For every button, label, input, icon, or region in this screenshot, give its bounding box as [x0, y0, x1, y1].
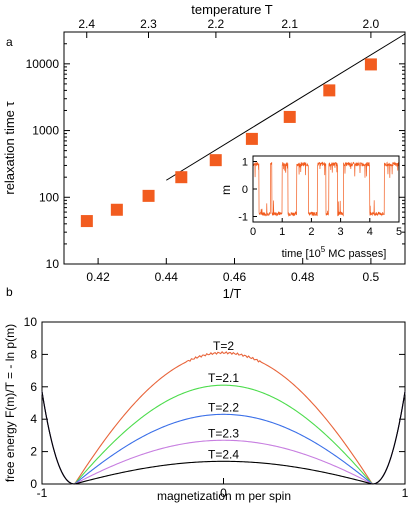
inset-x-tick-label: 0	[250, 226, 256, 238]
data-point	[142, 189, 155, 202]
top-tick-label: 2.2	[208, 17, 225, 31]
top-tick-label: 2.3	[140, 17, 157, 31]
panel-b-y-axis-label: free energy F(m)/T = - ln p(m)	[3, 324, 17, 482]
y-tick-label: 2	[30, 445, 37, 459]
inset-y-tick-label: -1	[238, 212, 248, 224]
panel-a-points	[80, 58, 377, 228]
inset-y-axis-label: m	[219, 185, 233, 195]
inset-y-tick-label: 0	[242, 184, 248, 196]
y-tick-label: 10	[46, 257, 60, 271]
x-tick-label: 0.46	[223, 270, 247, 284]
curve-label: T=2.3	[208, 426, 239, 440]
data-point	[364, 58, 377, 71]
curve	[41, 351, 406, 485]
top-tick-label: 2.1	[281, 17, 298, 31]
fit-line	[166, 33, 406, 181]
panel-b-curve-labels: T=2 T=2.1 T=2.2 T=2.3 T=2.4	[208, 339, 239, 462]
inset-x-tick-label: 1	[279, 226, 285, 238]
curve-label: T=2.1	[208, 371, 239, 385]
panel-a-x-axis-label: 1/T	[223, 286, 242, 301]
panel-b-letter: b	[6, 285, 13, 299]
y-tick-label: 1000	[32, 124, 59, 138]
data-point	[80, 215, 93, 228]
panel-a-fit-line	[166, 33, 406, 181]
panel-a-y-axis-label: relaxation time τ	[2, 100, 17, 194]
x-tick-label: 0	[220, 486, 227, 500]
inset-trace-path	[252, 161, 400, 217]
inset-x-axis-label: time [105 MC passes]	[282, 245, 387, 260]
panel-a-letter: a	[6, 35, 13, 49]
inset-trace	[252, 161, 400, 217]
curve-label: T=2	[213, 339, 234, 353]
inset-x-axis-label-tail: MC passes]	[325, 248, 386, 260]
inset-x-tick-label: 3	[338, 226, 344, 238]
data-point	[175, 171, 188, 184]
inset-x-tick-label: 4	[367, 226, 373, 238]
data-point	[110, 203, 123, 216]
curve-label: T=2.4	[208, 447, 239, 461]
panel-a: a temperature T 2.4 2.3 2.2 2.1 2.0 10100100…	[2, 2, 406, 301]
top-tick-label: 2.0	[363, 17, 380, 31]
curve-label: T=2.2	[208, 400, 239, 414]
data-point	[245, 132, 258, 145]
curve	[41, 384, 406, 485]
inset-x-axis-label-exponent: 5	[321, 245, 326, 254]
y-tick-label: 4	[30, 412, 37, 426]
x-tick-label: 1	[402, 486, 408, 500]
panel-b-curves	[41, 351, 406, 485]
panel-a-x-ticks: 0.42 0.44 0.46 0.48 0.5	[86, 258, 380, 284]
inset-x-axis-label-main: time [10	[282, 248, 321, 260]
top-tick-label: 2.4	[78, 17, 95, 31]
x-tick-label: -1	[37, 486, 48, 500]
inset-y-tick-label: 1	[242, 157, 248, 169]
x-tick-label: 0.48	[291, 270, 315, 284]
inset-y-ticks: -1 0 1	[238, 157, 257, 224]
panel-a-top-axis-label: temperature T	[191, 2, 272, 17]
x-tick-label: 0.44	[155, 270, 179, 284]
y-tick-label: 8	[30, 347, 37, 361]
x-tick-label: 0.5	[363, 270, 380, 284]
curve	[41, 391, 406, 485]
inset-x-tick-label: 5	[396, 226, 402, 238]
y-tick-label: 6	[30, 380, 37, 394]
curve	[41, 391, 406, 485]
x-tick-label: 0.42	[86, 270, 110, 284]
inset-x-tick-label: 2	[308, 226, 314, 238]
inset-x-ticks: 0 1 2 3 4 5	[250, 218, 402, 238]
panel-a-top-ticks: 2.4 2.3 2.2 2.1 2.0	[78, 17, 380, 38]
data-point	[323, 84, 336, 97]
y-tick-label: 10	[24, 315, 38, 329]
y-tick-label: 10000	[26, 57, 60, 71]
curve	[41, 391, 406, 485]
panel-b-y-ticks: 0 2 4 6 8 10	[24, 315, 405, 491]
panel-a-frame	[63, 31, 406, 265]
data-point	[209, 154, 222, 167]
data-point	[283, 110, 296, 123]
y-tick-label: 100	[39, 190, 59, 204]
panel-b-x-axis-label: magnetization m per spin	[157, 489, 291, 503]
panel-b-x-ticks: -1 0 1	[37, 478, 408, 500]
y-tick-label: 0	[30, 477, 37, 491]
